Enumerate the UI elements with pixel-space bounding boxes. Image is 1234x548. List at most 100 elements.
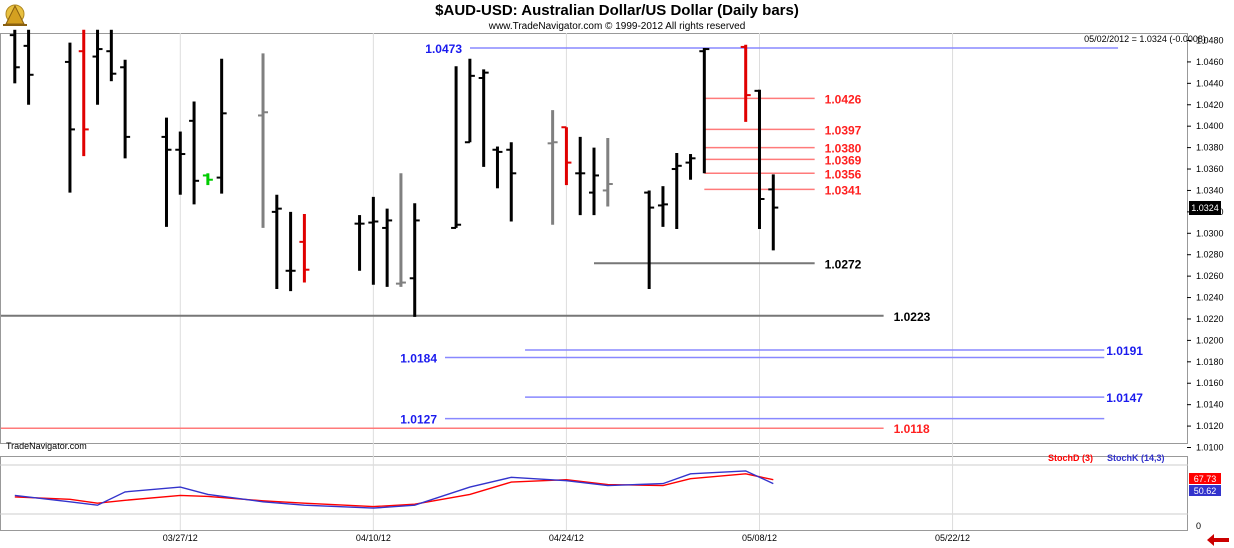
price-tick-label: 1.0220: [1196, 314, 1224, 324]
stochastic-lines: [14, 470, 774, 509]
ohlc-bar: [216, 58, 227, 194]
ohlc-bar: [285, 211, 296, 292]
ohlc-bar: [589, 147, 599, 216]
chart-title: $AUD-USD: Australian Dollar/US Dollar (D…: [435, 2, 799, 19]
ohlc-bar: [299, 214, 310, 283]
date-tick-label: 05/22/12: [935, 533, 970, 543]
ohlc-bar: [602, 137, 613, 207]
trade-navigator-logo-icon: [3, 4, 27, 26]
price-tick-label: 1.0440: [1196, 78, 1224, 88]
price-tick-label: 1.0460: [1196, 57, 1224, 67]
price-tick-label: 1.0340: [1196, 185, 1224, 195]
level-label: 1.0147: [1106, 391, 1143, 405]
ohlc-bar: [382, 208, 393, 287]
legend-stochk: StochK (14,3): [1107, 453, 1165, 463]
ohlc-bar: [547, 110, 558, 225]
level-label: 1.0118: [894, 422, 930, 436]
date-axis: 03/27/12 04/10/12 04/24/12 05/08/12 05/22/12: [163, 533, 970, 543]
level-label: 1.0473: [425, 42, 462, 56]
ohlc-bar: [395, 173, 406, 287]
level-label: 1.0397: [825, 123, 862, 137]
ohlc-bar: [161, 117, 172, 227]
price-pane: [0, 33, 1188, 444]
ohlc-bar: [354, 215, 365, 271]
level-label: 1.0341: [825, 183, 862, 197]
stochk-value-marker: 50.62: [1189, 485, 1221, 496]
ohlc-bar: [258, 53, 269, 228]
price-tick-label: 1.0480: [1196, 35, 1224, 45]
ohlc-bar: [189, 101, 200, 205]
stochk-line: [14, 470, 774, 509]
ohlc-bar: [506, 142, 517, 222]
stoch-axis-zero: 0: [1196, 521, 1201, 531]
ohlc-bar: [106, 29, 117, 82]
price-tick-label: 1.0400: [1196, 121, 1224, 131]
level-label: 1.0356: [825, 167, 862, 181]
ohlc-bar: [409, 203, 420, 317]
level-label: 1.0369: [825, 153, 862, 167]
ohlc-bar: [699, 47, 710, 174]
price-axis: 1.0480 1.0460 1.0440 1.0420 1.0400 1.0380 1.03…: [1187, 35, 1224, 453]
price-tick-label: 1.0300: [1196, 228, 1224, 238]
stochd-value: 67.73: [1194, 474, 1217, 484]
ohlc-bar: [64, 42, 75, 193]
stochd-line: [14, 473, 774, 508]
date-tick-label: 04/24/12: [549, 533, 584, 543]
level-label: 1.0223: [894, 310, 931, 324]
price-tick-label: 1.0120: [1196, 421, 1224, 431]
ohlc-bar: [368, 196, 379, 285]
stochk-value: 50.62: [1194, 486, 1217, 496]
price-tick-label: 1.0360: [1196, 164, 1224, 174]
ohlc-bar: [478, 69, 489, 167]
chart-subtitle: www.TradeNavigator.com © 1999-2012 All r…: [488, 21, 746, 32]
ohlc-bar: [451, 66, 462, 229]
quote-readout: 05/02/2012 = 1.0324 (-0.0008): [1084, 34, 1206, 44]
ohlc-bar: [754, 89, 765, 230]
price-tick-label: 1.0280: [1196, 250, 1224, 260]
level-label: 1.0191: [1106, 344, 1143, 358]
level-label: 1.0380: [825, 142, 862, 156]
date-tick-label: 04/10/12: [356, 533, 391, 543]
ohlc-bar: [464, 58, 475, 144]
legend-stochd: StochD (3): [1048, 453, 1093, 463]
ohlc-bar: [202, 173, 213, 186]
ohlc-bar: [9, 29, 20, 84]
price-tick-label: 1.0200: [1196, 335, 1224, 345]
ohlc-bar: [575, 136, 586, 216]
price-tick-label: 1.0260: [1196, 271, 1224, 281]
ohlc-bar: [768, 174, 779, 251]
price-tick-label: 1.0140: [1196, 400, 1224, 410]
watermark: TradeNavigator.com: [6, 441, 87, 451]
date-tick-label: 05/08/12: [742, 533, 777, 543]
ohlc-bar: [492, 146, 503, 189]
ohlc-bar: [740, 44, 751, 122]
price-tick-label: 1.0420: [1196, 100, 1224, 110]
level-label: 1.0127: [400, 413, 437, 427]
ohlc-bar: [175, 131, 186, 195]
price-tick-label: 1.0240: [1196, 293, 1224, 303]
ohlc-bar: [561, 126, 572, 186]
ohlc-bar: [92, 29, 103, 105]
stochastic-pane: [0, 456, 1188, 531]
ohlc-bar: [78, 29, 89, 157]
ohlc-bar: [271, 194, 282, 289]
date-tick-label: 03/27/12: [163, 533, 198, 543]
last-price-marker: 1.0324: [1189, 201, 1221, 215]
stochd-value-marker: 67.73: [1189, 473, 1221, 484]
ohlc-bar: [23, 29, 34, 105]
price-tick-label: 1.0100: [1196, 443, 1224, 453]
price-tick-label: 1.0380: [1196, 143, 1224, 153]
price-tick-label: 1.0180: [1196, 357, 1224, 367]
level-label: 1.0184: [400, 352, 437, 366]
scroll-right-arrow-icon[interactable]: [1203, 534, 1231, 547]
level-label: 1.0272: [825, 257, 862, 271]
price-tick-label: 1.0160: [1196, 378, 1224, 388]
last-price-label: 1.0324: [1191, 203, 1219, 213]
ohlc-bar: [657, 186, 668, 227]
ohlc-bar: [644, 190, 655, 289]
ohlc-bar: [685, 154, 696, 180]
ohlc-bar: [120, 59, 131, 159]
ohlc-bar: [671, 152, 682, 230]
